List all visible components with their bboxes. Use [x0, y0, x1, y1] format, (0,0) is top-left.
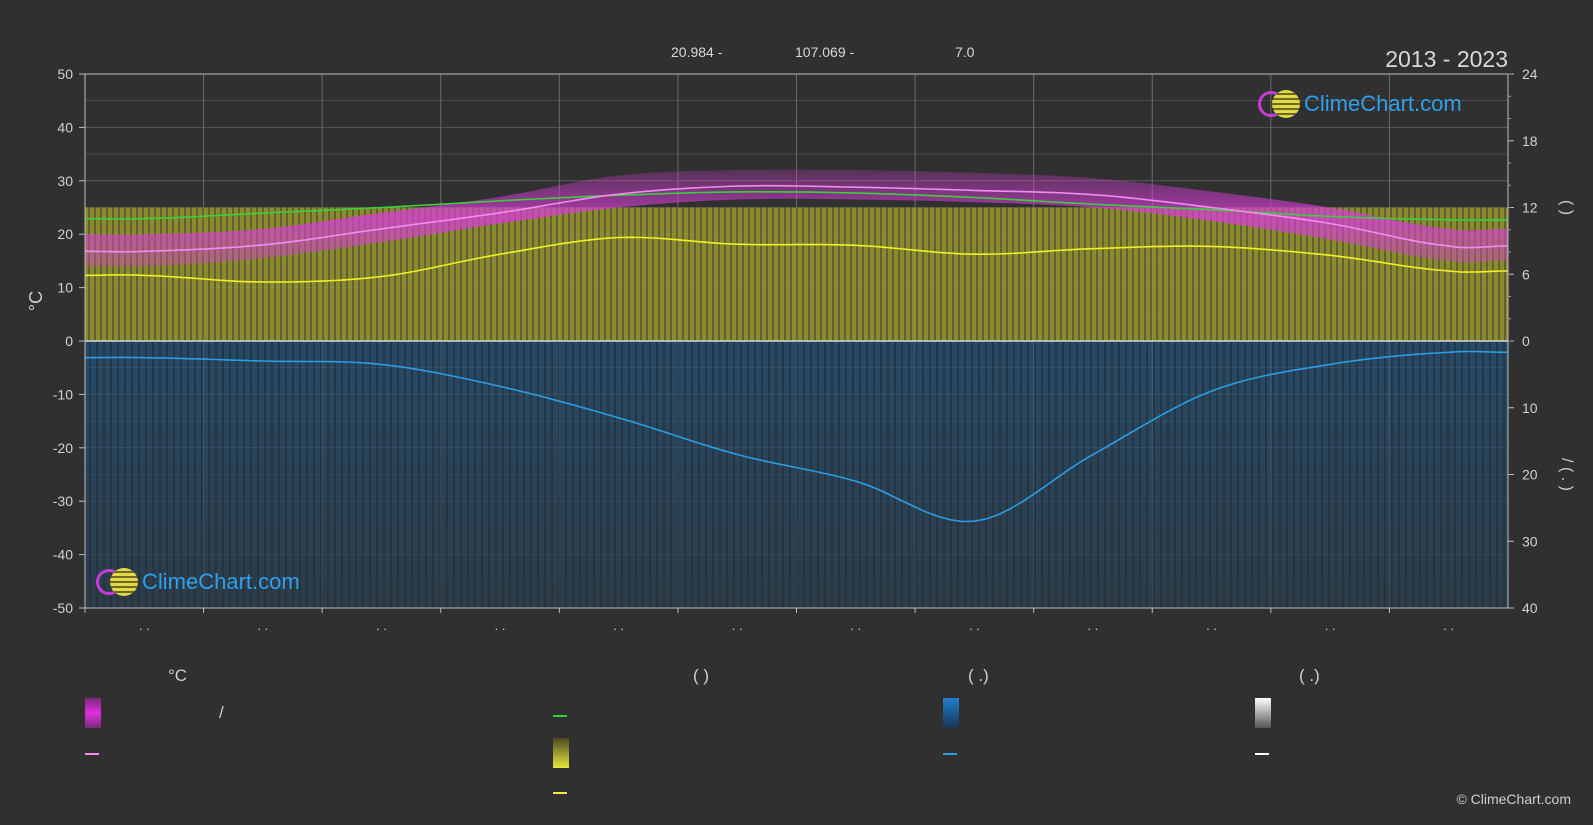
- legend-slash: /: [219, 703, 224, 722]
- right-axis-label-bottom: / ( . ): [1558, 458, 1575, 491]
- left-tick-label: 40: [57, 119, 73, 135]
- precipitation-line: [85, 350, 1508, 523]
- x-tick-label: . .: [1206, 618, 1217, 633]
- legend-precipitation-header: ( .): [968, 666, 989, 685]
- x-tick-label: . .: [1088, 618, 1099, 633]
- legend-daylight-line: [553, 715, 567, 717]
- right-tick-label: 12: [1522, 200, 1538, 216]
- legend-temperature-header: °C: [168, 666, 188, 685]
- legend-sunshine-header: ( ): [693, 666, 710, 685]
- legend-snow-header: ( .): [1299, 666, 1320, 685]
- watermark-logo-bottom: ClimeChart.com: [96, 568, 300, 596]
- axes: 50 40 30 20 10 0 -10 -20 -30 -40 -50 °C 24 18 12 6 0 10 20…: [26, 66, 1575, 633]
- right-tick-label: 0: [1522, 333, 1530, 349]
- legend-sunshine-swatch: [553, 738, 569, 768]
- right-tick-label: 30: [1522, 533, 1538, 549]
- left-tick-label: 50: [57, 66, 73, 82]
- sunshine-band: [85, 207, 1508, 341]
- period-label: 2013 - 2023: [1385, 46, 1508, 72]
- x-tick-label: . .: [969, 618, 980, 633]
- logo-text: ClimeChart.com: [1304, 91, 1462, 116]
- copyright-text: © ClimeChart.com: [1456, 791, 1571, 807]
- watermark-logo-top: ClimeChart.com: [1258, 90, 1462, 118]
- right-tick-label: 40: [1522, 600, 1538, 616]
- legend-temp-range-swatch: [85, 698, 101, 728]
- left-tick-label: -50: [53, 600, 73, 616]
- x-tick-label: . .: [257, 618, 268, 633]
- x-tick-label: . .: [376, 618, 387, 633]
- legend-temp-mean-line: [85, 753, 99, 755]
- daylight-line: [84, 191, 1509, 221]
- logo-sun-icon: [110, 568, 138, 596]
- x-tick-label: . .: [613, 618, 624, 633]
- left-axis-label: °C: [26, 291, 46, 311]
- x-tick-label: . .: [732, 618, 743, 633]
- data-bands: [85, 169, 1508, 608]
- x-tick-label: . .: [139, 618, 150, 633]
- x-tick-label: . .: [495, 618, 506, 633]
- data-lines: [84, 184, 1509, 523]
- left-tick-label: -30: [53, 493, 73, 509]
- legend-snow-line: [1255, 753, 1269, 755]
- latitude-label: 20.984 -: [671, 44, 723, 60]
- x-tick-label: . .: [1325, 618, 1336, 633]
- left-tick-label: 10: [57, 280, 73, 296]
- right-tick-label: 6: [1522, 266, 1530, 282]
- right-tick-label: 24: [1522, 66, 1538, 82]
- left-tick-label: 20: [57, 226, 73, 242]
- left-tick-label: -10: [53, 386, 73, 402]
- right-tick-label: 18: [1522, 133, 1538, 149]
- longitude-label: 107.069 -: [795, 44, 855, 60]
- logo-sun-icon: [1272, 90, 1300, 118]
- temperature-mean-line: [85, 184, 1509, 253]
- temperature-range-band: [85, 169, 1508, 267]
- left-tick-label: 0: [65, 333, 73, 349]
- timezone-label: 7.0: [955, 44, 975, 60]
- right-axis-label-top: ( ): [1558, 200, 1575, 215]
- left-tick-label: -40: [53, 547, 73, 563]
- legend-precip-line: [943, 753, 957, 755]
- x-tick-label: . .: [1443, 618, 1454, 633]
- legend-sunshine-line: [553, 792, 567, 794]
- sunshine-line: [84, 236, 1509, 283]
- precipitation-fade: [85, 341, 1508, 608]
- legend-snow-swatch: [1255, 698, 1271, 728]
- right-tick-label: 10: [1522, 400, 1538, 416]
- logo-text: ClimeChart.com: [142, 569, 300, 594]
- left-tick-label: -20: [53, 440, 73, 456]
- left-tick-label: 30: [57, 173, 73, 189]
- right-tick-label: 20: [1522, 467, 1538, 483]
- x-tick-label: . .: [850, 618, 861, 633]
- legend-precip-swatch: [943, 698, 959, 728]
